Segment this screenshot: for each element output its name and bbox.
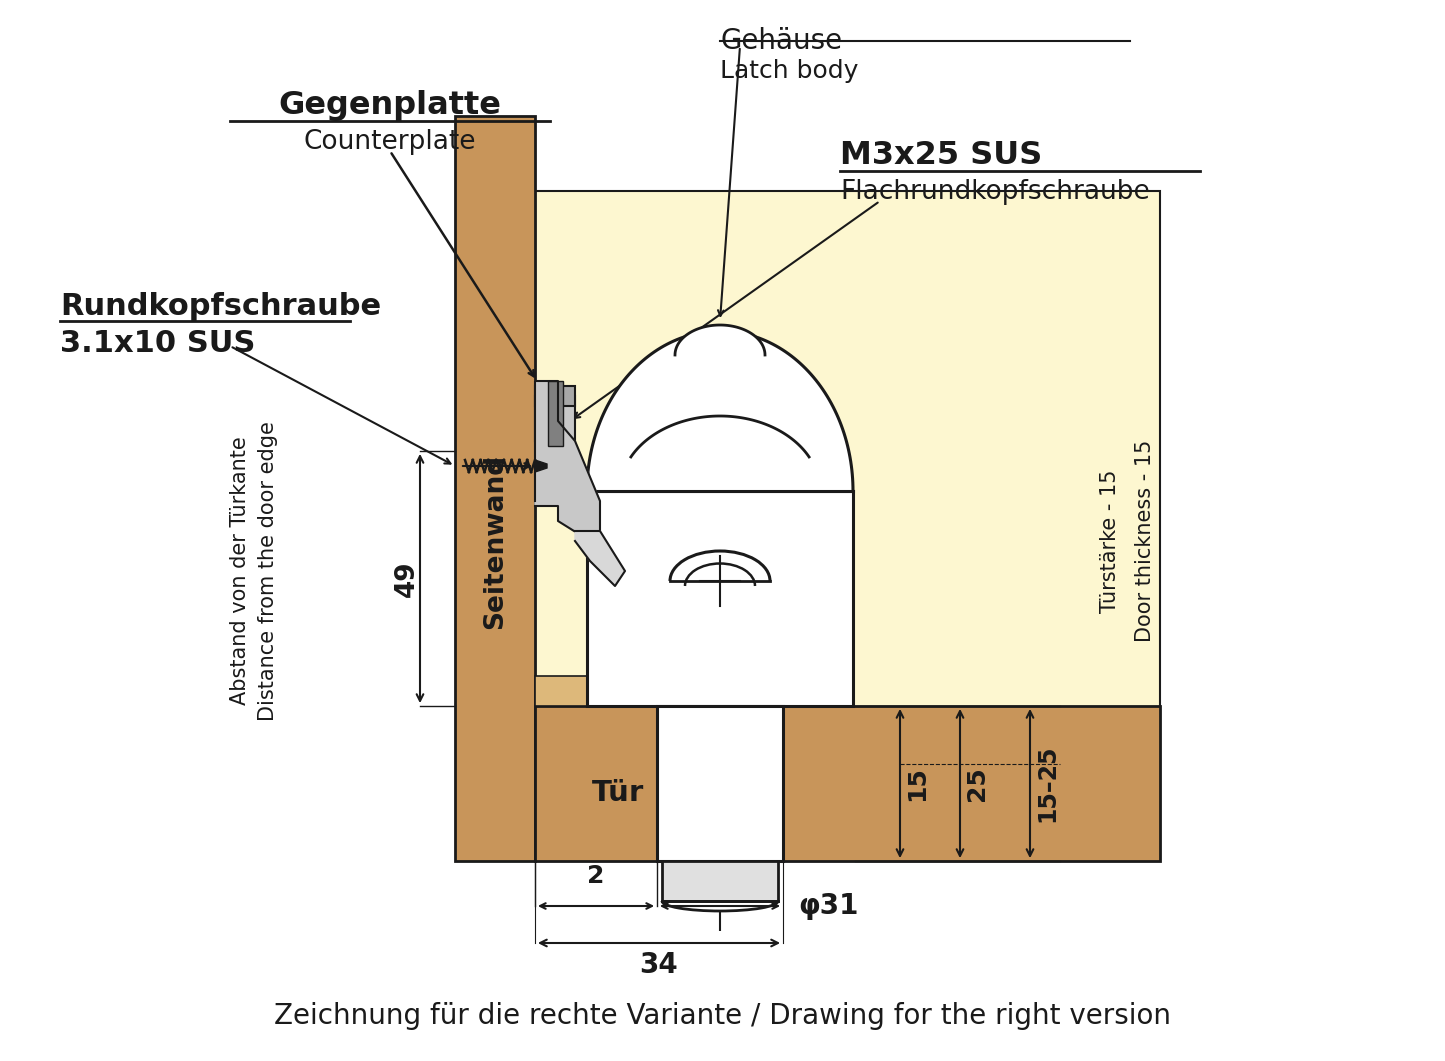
Text: Gegenplatte: Gegenplatte — [279, 90, 501, 121]
Text: 49: 49 — [394, 560, 420, 596]
Polygon shape — [675, 325, 764, 355]
Text: Door thickness - 15: Door thickness - 15 — [1134, 440, 1155, 642]
Bar — [587, 491, 853, 706]
Text: Tür: Tür — [592, 779, 644, 807]
Bar — [548, 381, 564, 446]
Text: 15–25: 15–25 — [1035, 745, 1059, 822]
Text: M3x25 SUS: M3x25 SUS — [840, 140, 1042, 171]
Text: Zeichnung für die rechte Variante / Drawing for the right version: Zeichnung für die rechte Variante / Draw… — [273, 1002, 1170, 1030]
Text: Gehäuse: Gehäuse — [720, 27, 842, 55]
Bar — [657, 706, 783, 860]
Bar — [535, 396, 575, 441]
Text: 34: 34 — [640, 951, 678, 979]
Text: Distance from the door edge: Distance from the door edge — [259, 421, 277, 720]
Text: Counterplate: Counterplate — [303, 129, 477, 155]
Text: Latch body: Latch body — [720, 59, 858, 83]
Text: 15: 15 — [905, 766, 929, 801]
Text: Rundkopfschraube: Rundkopfschraube — [61, 292, 381, 321]
Bar — [535, 706, 1160, 860]
Text: Flachrundkopfschraube: Flachrundkopfschraube — [840, 179, 1150, 205]
Text: Abstand von der Türkante: Abstand von der Türkante — [230, 437, 250, 706]
Text: Türstärke - 15: Türstärke - 15 — [1100, 469, 1120, 613]
Bar — [662, 860, 777, 901]
Bar — [535, 676, 691, 706]
Polygon shape — [587, 331, 853, 491]
Polygon shape — [535, 381, 600, 541]
Bar — [455, 116, 535, 860]
Text: 3.1x10 SUS: 3.1x10 SUS — [61, 329, 256, 358]
Polygon shape — [575, 530, 626, 586]
Polygon shape — [535, 460, 548, 472]
Text: 2: 2 — [587, 864, 604, 888]
Text: 25: 25 — [965, 766, 988, 801]
Text: φ31: φ31 — [798, 892, 858, 920]
Bar — [535, 386, 575, 406]
Text: Seitenwand: Seitenwand — [483, 453, 509, 628]
Bar — [535, 191, 1160, 860]
